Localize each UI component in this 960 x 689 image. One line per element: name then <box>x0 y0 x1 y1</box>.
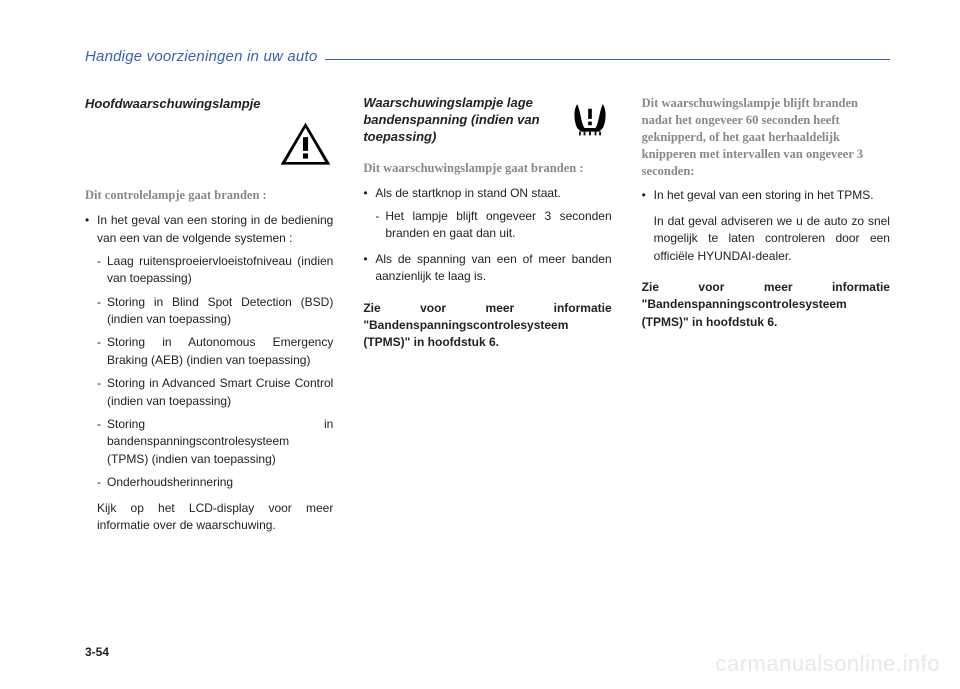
col2-subhead-row: Waarschuwingslampje lage bandenspanning … <box>363 95 611 146</box>
sub-item: Laag ruitensproeiervloeistofniveau (indi… <box>97 253 333 288</box>
col3-bullets: In het geval van een storing in het TPMS… <box>642 187 890 265</box>
col1-after-text: Kijk op het LCD-display voor meer inform… <box>97 500 333 535</box>
col1-icon-wrap <box>85 120 333 173</box>
chapter-header-row: Handige voorzieningen in uw auto <box>85 48 890 67</box>
col2-subhead: Waarschuwingslampje lage bandenspanning … <box>363 95 567 146</box>
column-2: Waarschuwingslampje lage bandenspanning … <box>363 95 611 542</box>
sub-item: Storing in Advanced Smart Cruise Control… <box>97 375 333 410</box>
list-item: In het geval van een storing in de bedie… <box>85 212 333 534</box>
col3-bold-block: Zie voor meer informatie "Bandenspanning… <box>642 279 890 331</box>
warning-triangle-icon <box>278 120 333 168</box>
watermark-text: carmanualsonline.info <box>715 651 940 677</box>
bullet-text: In het geval van een storing in de bedie… <box>97 213 333 244</box>
sub-item: Storing in Autonomous Emergency Braking … <box>97 334 333 369</box>
chapter-rule <box>325 59 890 60</box>
chapter-title: Handige voorzieningen in uw auto <box>85 48 317 65</box>
col1-sublist: Laag ruitensproeiervloeistofniveau (indi… <box>97 253 333 492</box>
col1-subhead-row: Hoofdwaarschuwingslampje <box>85 95 333 114</box>
column-3: Dit waarschuwingslampje blijft branden n… <box>642 95 890 542</box>
col2-gray-head: Dit waarschuwingslampje gaat branden : <box>363 160 611 177</box>
tpms-icon <box>568 95 612 139</box>
list-item: Als de spanning van een of meer banden a… <box>363 251 611 286</box>
col1-bullets: In het geval van een storing in de bedie… <box>85 212 333 534</box>
col2-bullets: Als de startknop in stand ON staat. Het … <box>363 185 611 286</box>
col3-after-text: In dat geval adviseren we u de auto zo s… <box>654 213 890 265</box>
col1-subhead: Hoofdwaarschuwingslampje <box>85 95 261 114</box>
page-number: 3-54 <box>85 645 109 659</box>
col2-bold-block: Zie voor meer informatie "Bandenspanning… <box>363 300 611 352</box>
page-container: Handige voorzieningen in uw auto Hoofdwa… <box>0 0 960 689</box>
col1-gray-head: Dit controlelampje gaat branden : <box>85 187 333 204</box>
sub-item: Het lampje blijft ongeveer 3 seconden br… <box>375 208 611 243</box>
bullet-text: Als de startknop in stand ON staat. <box>375 186 560 200</box>
sub-item: Storing in Blind Spot Detection (BSD) (i… <box>97 294 333 329</box>
bullet-text: Als de spanning van een of meer banden a… <box>375 252 611 283</box>
column-1: Hoofdwaarschuwingslampje Dit controlelam… <box>85 95 333 542</box>
sub-item: Storing in bandenspanningscontrolesystee… <box>97 416 333 468</box>
list-item: In het geval van een storing in het TPMS… <box>642 187 890 265</box>
sub-item: Onderhoudsherinnering <box>97 474 333 491</box>
col2-sublist: Het lampje blijft ongeveer 3 seconden br… <box>375 208 611 243</box>
bullet-text: In het geval van een storing in het TPMS… <box>654 188 874 202</box>
col3-gray-head: Dit waarschuwingslampje blijft branden n… <box>642 95 890 179</box>
list-item: Als de startknop in stand ON staat. Het … <box>363 185 611 243</box>
columns-container: Hoofdwaarschuwingslampje Dit controlelam… <box>85 95 890 542</box>
